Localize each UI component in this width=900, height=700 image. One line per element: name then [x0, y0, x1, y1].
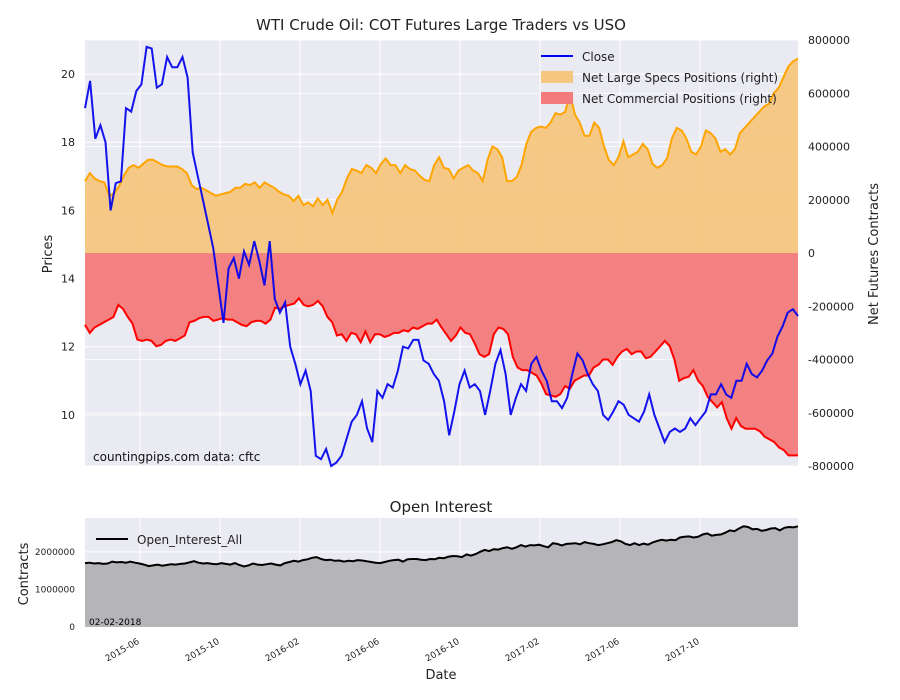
x-tick-label: 2016-10 — [424, 637, 462, 665]
main-lines — [84, 45, 799, 468]
right-tick-label: -200000 — [808, 300, 854, 313]
legend-specs-swatch — [541, 71, 573, 83]
close-line — [84, 45, 799, 468]
oi-fill — [85, 526, 798, 627]
oi-tick-label: 1000000 — [35, 585, 75, 595]
left-tick-label: 20 — [61, 68, 75, 81]
left-y-ticks: 10 12 14 16 18 20 — [61, 68, 75, 422]
oi-area — [84, 525, 799, 627]
right-tick-label: 800000 — [808, 34, 850, 47]
right-tick-label: 400000 — [808, 141, 850, 154]
x-tick-label: 2017-10 — [664, 637, 702, 665]
source-annotation: countingpips.com data: cftc — [93, 450, 260, 464]
left-tick-label: 14 — [61, 273, 75, 286]
main-legend: Close Net Large Specs Positions (right) … — [541, 50, 778, 106]
right-tick-label: -400000 — [808, 354, 854, 367]
left-axis-label: Prices — [41, 235, 56, 274]
x-tick-label: 2016-06 — [344, 637, 382, 665]
right-tick-label: 200000 — [808, 194, 850, 207]
oi-tick-label: 0 — [69, 623, 75, 633]
right-axis-label: Net Futures Contracts — [867, 183, 882, 325]
x-ticks: 2015-06 2015-10 2016-02 2016-06 2016-10 2017-… — [104, 637, 702, 665]
right-tick-label: -600000 — [808, 407, 854, 420]
oi-y-ticks: 0 1000000 2000000 — [35, 548, 75, 633]
legend-specs-label: Net Large Specs Positions (right) — [582, 71, 778, 85]
commercial-area — [85, 253, 798, 456]
legend-oi-label: Open_Interest_All — [137, 533, 242, 547]
right-y-ticks: -800000 -600000 -400000 -200000 0 200000 40000… — [808, 34, 854, 473]
commercial-line — [84, 296, 798, 457]
x-tick-label: 2015-10 — [184, 637, 222, 665]
specs-area — [85, 58, 798, 253]
left-tick-label: 10 — [61, 409, 75, 422]
oi-line — [84, 525, 799, 568]
legend-commercial-label: Net Commercial Positions (right) — [582, 92, 777, 106]
main-chart-title: WTI Crude Oil: COT Futures Large Traders… — [256, 16, 626, 34]
x-tick-label: 2017-06 — [584, 637, 622, 665]
legend-close-label: Close — [582, 50, 615, 64]
main-fills — [85, 58, 798, 456]
oi-chart-title: Open Interest — [390, 498, 493, 516]
left-tick-label: 16 — [61, 204, 75, 217]
right-tick-label: 0 — [808, 247, 815, 260]
right-tick-label: -800000 — [808, 460, 854, 473]
x-axis-label: Date — [425, 668, 456, 683]
specs-line — [84, 57, 799, 217]
date-annotation: 02-02-2018 — [89, 618, 142, 628]
oi-tick-label: 2000000 — [35, 548, 75, 558]
x-tick-label: 2016-02 — [264, 637, 302, 664]
legend-commercial-swatch — [541, 92, 573, 104]
left-tick-label: 12 — [61, 341, 75, 354]
x-tick-label: 2015-06 — [104, 637, 142, 665]
left-tick-label: 18 — [61, 136, 75, 149]
oi-axis-label: Contracts — [17, 542, 32, 605]
right-tick-label: 600000 — [808, 87, 850, 100]
oi-legend: Open_Interest_All — [96, 533, 242, 547]
x-tick-label: 2017-02 — [504, 637, 542, 664]
